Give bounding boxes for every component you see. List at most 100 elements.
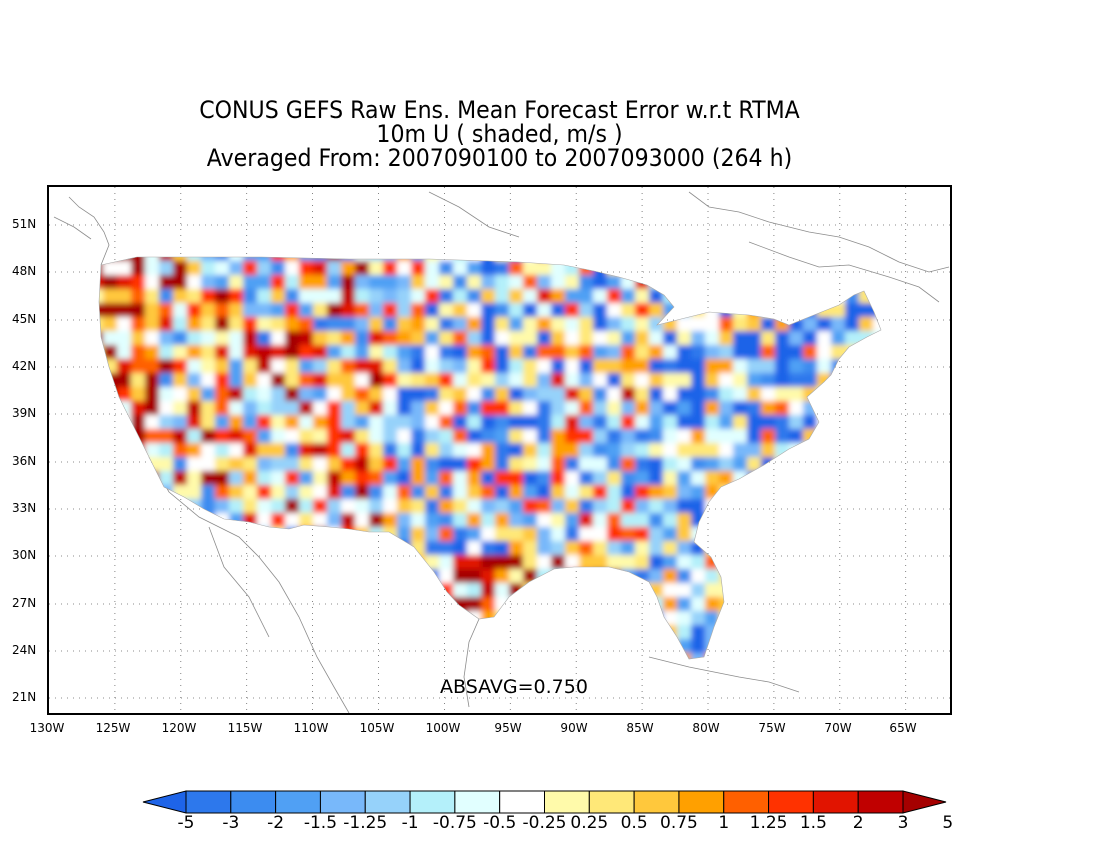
field-cell — [733, 541, 748, 556]
field-cell — [229, 443, 244, 458]
field-cell — [131, 303, 146, 318]
field-cell — [761, 429, 776, 444]
field-cell — [341, 429, 356, 444]
field-cell — [593, 303, 608, 318]
field-cell — [411, 345, 426, 360]
field-cell — [313, 415, 328, 430]
field-cell — [775, 415, 790, 430]
field-cell — [313, 513, 328, 528]
field-cell — [355, 289, 370, 304]
field-cell — [887, 331, 902, 346]
field-cell — [789, 289, 804, 304]
field-cell — [383, 639, 398, 654]
field-cell — [369, 625, 384, 640]
field-cell — [579, 331, 594, 346]
field-cell — [789, 653, 804, 659]
field-cell — [635, 555, 650, 570]
field-cell — [607, 443, 622, 458]
field-cell — [649, 261, 664, 276]
field-cell — [131, 653, 146, 659]
field-cell — [887, 541, 902, 556]
field-cell — [789, 317, 804, 332]
field-cell — [607, 583, 622, 598]
field-cell — [159, 527, 174, 542]
field-cell — [677, 373, 692, 388]
field-cell — [313, 611, 328, 626]
field-cell — [103, 583, 118, 598]
field-cell — [551, 555, 566, 570]
field-cell — [621, 597, 636, 612]
field-cell — [257, 415, 272, 430]
field-cell — [131, 443, 146, 458]
lon-label: 95W — [494, 721, 522, 735]
field-cell — [803, 541, 818, 556]
field-cell — [397, 359, 412, 374]
field-cell — [131, 261, 146, 276]
field-cell — [201, 317, 216, 332]
field-cell — [635, 289, 650, 304]
field-cell — [803, 513, 818, 528]
field-cell — [565, 541, 580, 556]
field-cell — [173, 331, 188, 346]
field-cell — [551, 485, 566, 500]
field-cell — [481, 345, 496, 360]
field-cell — [257, 261, 272, 276]
field-cell — [327, 303, 342, 318]
field-cell — [495, 499, 510, 514]
field-cell — [663, 639, 678, 654]
field-cell — [845, 569, 860, 584]
field-cell — [887, 639, 902, 654]
field-cell — [425, 485, 440, 500]
field-cell — [313, 289, 328, 304]
field-cell — [131, 457, 146, 472]
field-cell — [103, 499, 118, 514]
field-cell — [299, 387, 314, 402]
field-cell — [271, 513, 286, 528]
field-cell — [173, 317, 188, 332]
field-cell — [859, 471, 874, 486]
field-cell — [341, 261, 356, 276]
colorbar-tick-label: -0.25 — [522, 813, 567, 833]
field-cell — [313, 583, 328, 598]
field-cell — [593, 387, 608, 402]
field-cell — [439, 359, 454, 374]
field-cell — [439, 485, 454, 500]
field-cell — [789, 625, 804, 640]
field-cell — [313, 485, 328, 500]
field-cell — [733, 597, 748, 612]
field-cell — [187, 387, 202, 402]
field-cell — [117, 261, 132, 276]
field-cell — [341, 457, 356, 472]
field-cell — [285, 443, 300, 458]
field-cell — [467, 401, 482, 416]
field-cell — [327, 457, 342, 472]
field-cell — [495, 639, 510, 654]
field-cell — [775, 541, 790, 556]
field-cell — [817, 429, 832, 444]
field-cell — [145, 359, 160, 374]
field-cell — [551, 387, 566, 402]
field-cell — [649, 317, 664, 332]
field-cell — [593, 457, 608, 472]
field-cell — [467, 359, 482, 374]
field-cell — [467, 499, 482, 514]
colorbar-overflow-arrow — [902, 790, 947, 814]
field-cell — [551, 653, 566, 659]
field-cell — [649, 513, 664, 528]
map-panel — [47, 185, 952, 715]
field-cell — [229, 303, 244, 318]
field-cell — [159, 555, 174, 570]
field-cell — [817, 541, 832, 556]
field-cell — [677, 597, 692, 612]
field-cell — [313, 387, 328, 402]
field-cell — [677, 541, 692, 556]
field-cell — [789, 639, 804, 654]
field-cell — [593, 257, 608, 262]
field-cell — [817, 499, 832, 514]
field-cell — [313, 359, 328, 374]
field-cell — [719, 429, 734, 444]
field-cell — [467, 541, 482, 556]
field-cell — [173, 415, 188, 430]
field-cell — [691, 331, 706, 346]
field-cell — [341, 611, 356, 626]
